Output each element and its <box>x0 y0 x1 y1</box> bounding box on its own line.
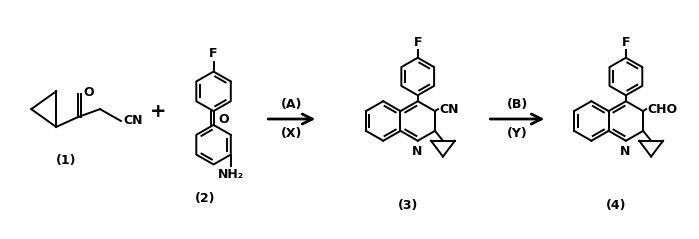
Text: O: O <box>83 86 94 99</box>
Text: (1): (1) <box>56 154 76 167</box>
Text: (A): (A) <box>280 98 302 111</box>
Text: (3): (3) <box>398 200 418 212</box>
Text: (4): (4) <box>606 200 626 212</box>
Text: NH₂: NH₂ <box>217 168 244 181</box>
Text: F: F <box>209 47 218 60</box>
Text: N: N <box>620 145 630 158</box>
Text: (2): (2) <box>195 192 216 205</box>
Text: O: O <box>218 114 229 126</box>
Text: F: F <box>414 36 422 49</box>
Text: CHO: CHO <box>647 103 677 116</box>
Text: (Y): (Y) <box>507 127 528 140</box>
Text: CN: CN <box>123 114 143 127</box>
Text: +: + <box>150 102 166 121</box>
Text: N: N <box>412 145 422 158</box>
Text: CN: CN <box>439 103 459 116</box>
Text: (X): (X) <box>280 127 302 140</box>
Text: F: F <box>621 36 630 49</box>
Text: (B): (B) <box>507 98 528 111</box>
